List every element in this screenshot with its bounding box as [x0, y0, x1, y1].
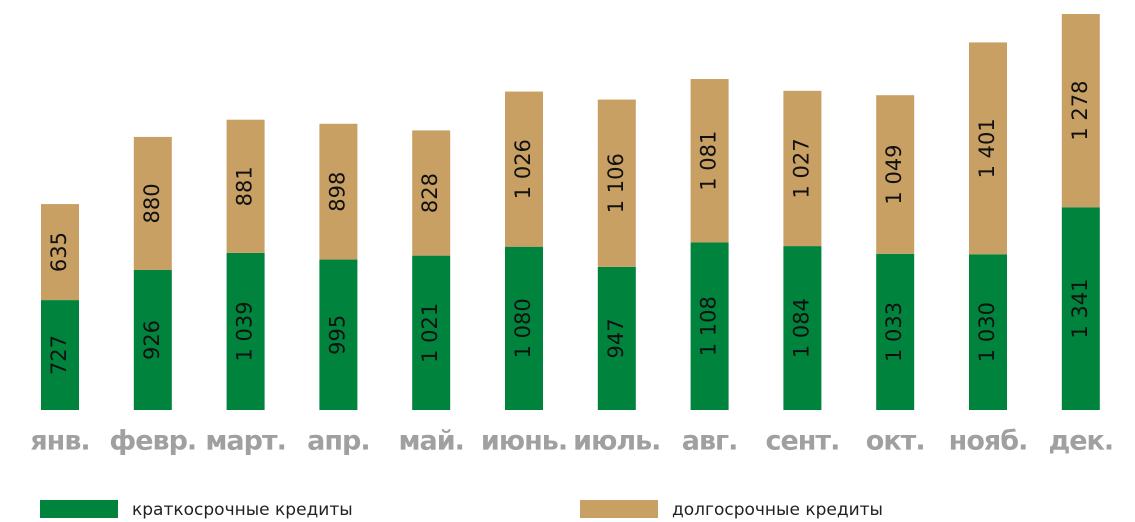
- data-label: 1 033: [882, 302, 906, 362]
- bar-segment: [690, 79, 729, 243]
- bar-segment: [226, 252, 265, 410]
- data-label: 1 026: [511, 139, 535, 199]
- x-tick-label: апр.: [307, 426, 369, 457]
- data-label: 828: [418, 173, 442, 213]
- legend-label: краткосрочные кредиты: [132, 500, 353, 520]
- data-label: 635: [47, 232, 71, 272]
- data-label: 1 106: [604, 153, 628, 213]
- bar-segment: [41, 300, 79, 410]
- data-label: 898: [325, 172, 349, 212]
- bar-segment: [412, 130, 451, 256]
- x-tick-label: дек.: [1048, 426, 1113, 457]
- x-tick-label: сент.: [765, 426, 839, 457]
- data-label: 1 039: [233, 301, 257, 361]
- bar-segment: [1061, 207, 1100, 410]
- bar-segment: [319, 123, 358, 260]
- bar-segment: [226, 119, 265, 253]
- x-tick-label: янв.: [30, 426, 89, 457]
- legend-label: долгосрочные кредиты: [672, 500, 883, 520]
- bar-segment: [133, 136, 172, 270]
- bar-segment: [597, 266, 636, 410]
- data-label: 1 027: [789, 138, 813, 198]
- x-tick-label: авг.: [682, 426, 738, 457]
- data-label: 1 080: [511, 298, 535, 358]
- x-tick-label: июнь.: [481, 426, 567, 457]
- data-label: 1 278: [1068, 81, 1092, 141]
- bar-segment: [876, 95, 915, 254]
- bar-segment: [783, 246, 822, 410]
- data-label: 881: [233, 166, 257, 206]
- data-label: 995: [325, 315, 349, 355]
- bar-segment: [319, 259, 358, 410]
- data-label: 1 108: [697, 296, 721, 356]
- data-label: 926: [140, 320, 164, 360]
- data-label: 947: [604, 318, 628, 358]
- bar-segment: [690, 242, 729, 410]
- data-label: 1 081: [697, 131, 721, 191]
- data-label: 1 341: [1068, 279, 1092, 339]
- legend-swatch: [580, 500, 658, 518]
- bar-segment: [876, 253, 915, 410]
- legend-swatch: [40, 500, 118, 518]
- x-tick-label: июль.: [573, 426, 660, 457]
- bar-segment: [597, 99, 636, 267]
- bar-segment: [412, 255, 451, 410]
- data-label: 1 021: [418, 303, 442, 363]
- bar-segment: [969, 254, 1007, 410]
- data-label: 1 049: [882, 144, 906, 204]
- bar-segment: [133, 269, 172, 410]
- data-label: 880: [140, 183, 164, 223]
- bar-segment: [1061, 14, 1100, 208]
- bar-segment: [505, 246, 543, 410]
- x-tick-label: нояб.: [949, 426, 1028, 457]
- x-tick-label: март.: [205, 426, 286, 457]
- x-tick-label: февр.: [109, 426, 196, 457]
- bar-segment: [783, 90, 822, 247]
- bar-segment: [505, 91, 543, 247]
- bar-segment: [969, 42, 1007, 255]
- bar-segment: [41, 204, 79, 301]
- data-label: 1 030: [975, 302, 999, 362]
- data-label: 1 084: [789, 298, 813, 358]
- x-tick-label: май.: [398, 426, 463, 457]
- x-tick-label: окт.: [866, 426, 925, 457]
- data-label: 1 401: [975, 118, 999, 178]
- data-label: 727: [47, 335, 71, 375]
